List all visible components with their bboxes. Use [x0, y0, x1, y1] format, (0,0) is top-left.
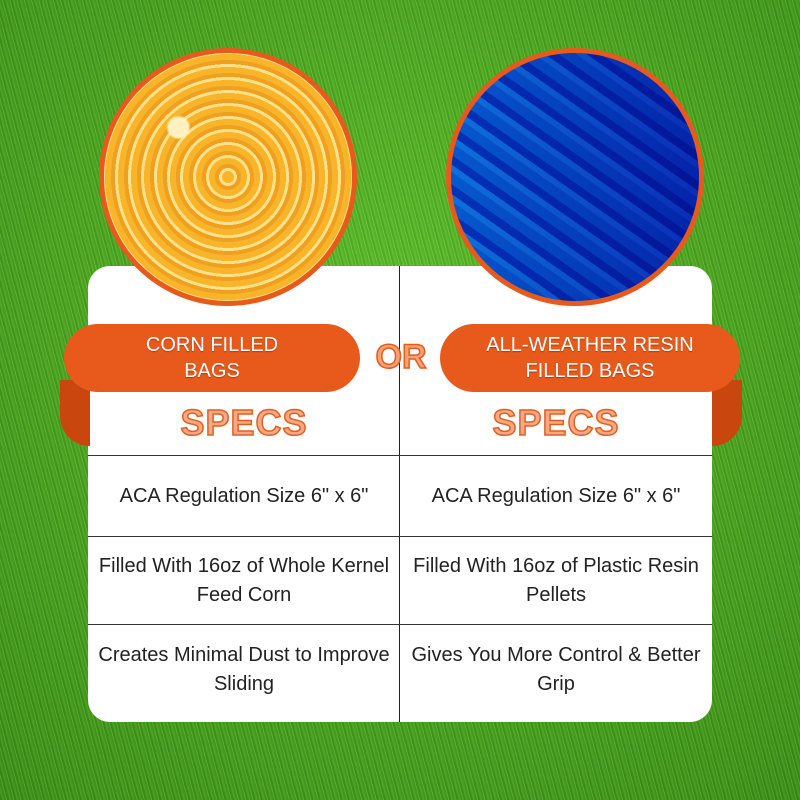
- resin-specs-heading: SPECS: [492, 401, 620, 444]
- resin-pellets-image: [446, 48, 704, 306]
- resin-title: ALL-WEATHER RESIN FILLED BAGS: [486, 334, 694, 382]
- resin-spec-grip: Gives You More Control & Better Grip: [411, 644, 701, 695]
- corn-specs-heading: SPECS: [180, 401, 308, 444]
- row-divider: [88, 536, 712, 537]
- resin-spec-size: ACA Regulation Size 6" x 6": [431, 484, 681, 507]
- corn-title: CORN FILLED BAGS: [145, 334, 279, 382]
- or-label: OR: [375, 337, 428, 377]
- corn-spec-size: ACA Regulation Size 6" x 6": [119, 484, 369, 507]
- row-divider: [88, 455, 712, 456]
- column-divider: [399, 266, 400, 722]
- row-divider: [88, 624, 712, 625]
- corn-spec-dust: Creates Minimal Dust to Improve Sliding: [98, 644, 390, 695]
- corn-kernels-image: [99, 48, 357, 306]
- corn-spec-fill: Filled With 16oz of Whole Kernel Feed Co…: [98, 554, 390, 606]
- resin-spec-fill: Filled With 16oz of Plastic Resin Pellet…: [413, 554, 699, 606]
- resin-title-ribbon: ALL-WEATHER RESIN FILLED BAGS: [440, 324, 740, 392]
- corn-title-ribbon: CORN FILLED BAGS: [64, 324, 360, 392]
